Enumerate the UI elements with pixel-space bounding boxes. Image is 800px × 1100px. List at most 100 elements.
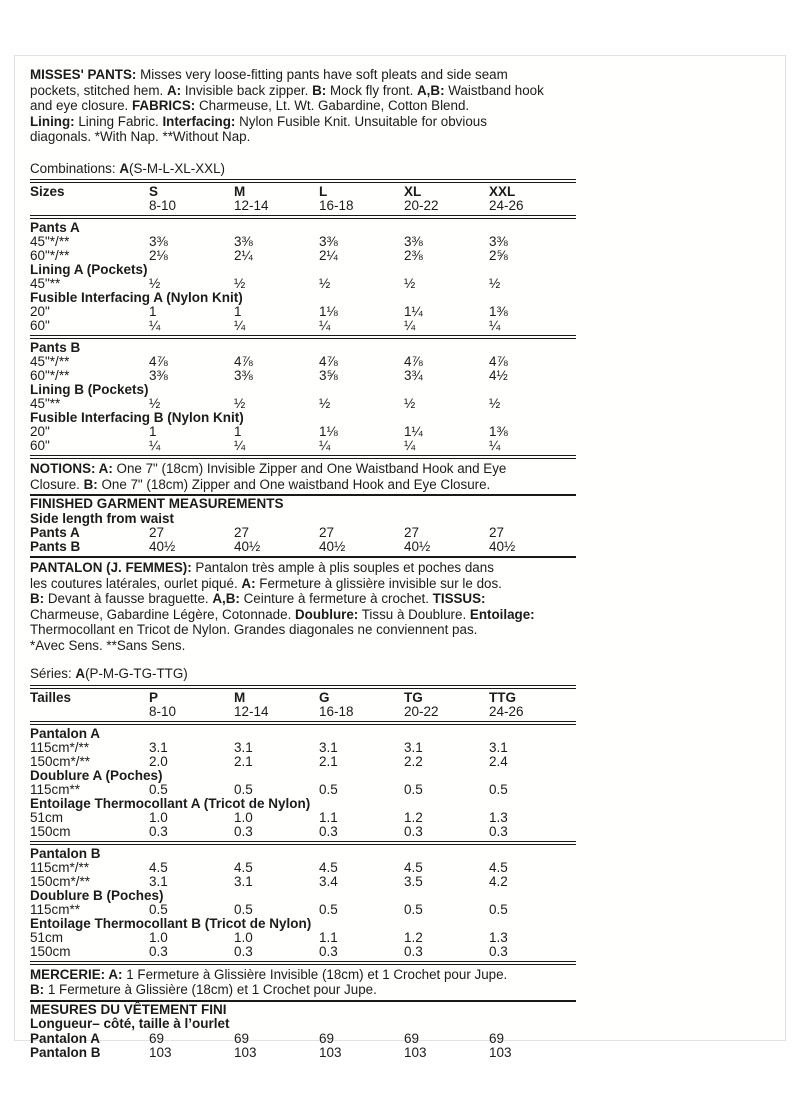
- table-cell: 2.1: [319, 753, 338, 769]
- bold-text-run: MERCERIE: A:: [30, 966, 123, 982]
- row-label: [30, 199, 149, 213]
- table-row: 8-10 12-14 16-18 20-22 24-26: [30, 199, 576, 213]
- table-rule: [30, 335, 576, 339]
- table-cell: 24-26: [489, 703, 524, 719]
- bold-text-run: B:: [312, 82, 327, 98]
- table-cell: 0.5: [149, 781, 168, 797]
- yardage-table-fr: Tailles P M G TG TTG 8-10 12-14 16-18 20-22 24-26 P…: [30, 684, 576, 965]
- table-cell: 103: [319, 1044, 342, 1060]
- table-cell: 40½: [404, 539, 431, 554]
- table-cell: ¼: [319, 438, 331, 453]
- table-rule: [30, 684, 576, 689]
- table-cell: 0.3: [404, 823, 423, 839]
- text-run: Invisible back zipper.: [181, 82, 313, 98]
- row-label: 115cm*/**: [30, 859, 90, 875]
- table-cell: 0.3: [404, 943, 423, 959]
- table-cell: 103: [404, 1044, 427, 1060]
- table-cell: 0.3: [489, 823, 508, 839]
- table-cell: 4.2: [489, 873, 508, 889]
- table-row: 60"*/** 3⅜ 3⅜ 3⅝ 3¾ 4½: [30, 369, 576, 383]
- finished-measurements-subtitle: Side length from waist: [30, 510, 175, 526]
- row-label: 20": [30, 304, 50, 319]
- section-label: Pants A: [30, 220, 80, 235]
- table-cell: 1.3: [489, 929, 508, 945]
- table-cell: 3.1: [149, 739, 168, 755]
- table-cell: ½: [234, 396, 246, 411]
- table-cell: 8-10: [149, 198, 177, 213]
- bold-text-run: A:: [241, 575, 256, 591]
- table-cell: 3.4: [319, 873, 338, 889]
- sheet-content: MISSES' PANTS: Misses very loose-fitting…: [30, 67, 576, 1060]
- table-cell: 3.1: [234, 873, 253, 889]
- table-cell: 2.4: [489, 753, 508, 769]
- row-label: 45"*/**: [30, 354, 70, 369]
- table-cell: 0.5: [234, 901, 253, 917]
- table-cell: 3.5: [404, 873, 423, 889]
- table-row: 45"** ½ ½ ½ ½ ½: [30, 277, 576, 291]
- table-cell: 1⅜: [489, 424, 508, 439]
- table-cell: 27: [489, 525, 505, 540]
- table-cell: 1¼: [404, 304, 423, 319]
- table-rule: [30, 960, 576, 965]
- bold-text-run: Lining:: [30, 113, 75, 129]
- table-row: 20" 1 1 1⅛ 1¼ 1⅜: [30, 305, 576, 319]
- table-section-row: Pantalon B: [30, 846, 576, 861]
- text-run: Combinations:: [30, 160, 120, 176]
- row-label: 45"**: [30, 396, 61, 411]
- table-cell: 1.2: [404, 809, 423, 825]
- row-label: 150cm: [30, 943, 71, 959]
- table-cell: 2.2: [404, 753, 423, 769]
- text-run: Thermocollant en Tricot de Nylon. Grande…: [30, 622, 478, 653]
- table-cell: 103: [489, 1044, 512, 1060]
- table-cell: 1⅛: [319, 304, 338, 319]
- row-label: 150cm: [30, 823, 71, 839]
- section-label: Fusible Interfacing A (Nylon Knit): [30, 290, 243, 305]
- table-cell: ¼: [149, 318, 161, 333]
- table-cell: 3⅜: [149, 368, 168, 383]
- table-cell: XXL: [489, 184, 516, 199]
- table-cell: 0.3: [234, 823, 253, 839]
- row-label: Pantalon A: [30, 1030, 101, 1046]
- text-run: Devant à fausse braguette.: [44, 591, 213, 606]
- table-cell: 0.5: [319, 901, 338, 917]
- table-cell: 16-18: [319, 198, 354, 213]
- finished-measurements-title: FINISHED GARMENT MEASUREMENTS: [30, 496, 284, 511]
- table-row: 150cm*/** 2.0 2.1 2.1 2.2 2.4: [30, 753, 576, 769]
- table-row: 51cm 1.0 1.0 1.1 1.2 1.3: [30, 929, 576, 945]
- table-row: Pants B 40½ 40½ 40½ 40½ 40½: [30, 540, 576, 554]
- table-cell: 1.0: [149, 929, 168, 945]
- pattern-sheet: MISSES' PANTS: Misses very loose-fitting…: [14, 55, 786, 1059]
- table-cell: ¼: [234, 438, 246, 453]
- row-label: [30, 705, 149, 719]
- table-cell: ½: [149, 276, 161, 291]
- row-label: 60"*/**: [30, 248, 70, 263]
- text-run: Charmeuse, Lt. Wt. Gabardine, Cotton Ble…: [198, 98, 470, 113]
- table-cell: 1.3: [489, 809, 508, 825]
- table-cell: 3⅜: [489, 234, 508, 249]
- bold-text-run: A:: [166, 82, 182, 98]
- table-cell: 3.1: [404, 739, 423, 755]
- table-cell: 40½: [319, 539, 346, 554]
- table-section-row: Doublure B (Poches): [30, 888, 576, 903]
- bold-text-run: A,B:: [212, 591, 240, 606]
- table-cell: 40½: [149, 539, 176, 554]
- table-row: 115cm** 0.5 0.5 0.5 0.5 0.5: [30, 781, 576, 797]
- table-cell: 4⅞: [149, 354, 168, 369]
- row-label: Pants B: [30, 539, 81, 554]
- table-cell: 1: [234, 304, 242, 319]
- series-line: Séries: A(P-M-G-TG-TTG): [30, 666, 576, 682]
- table-cell: 3⅜: [234, 234, 253, 249]
- row-label: 115cm**: [30, 901, 81, 917]
- table-section-row: Entoilage Thermocollant B (Tricot de Nyl…: [30, 916, 576, 931]
- table-row: 150cm*/** 3.1 3.1 3.4 3.5 4.2: [30, 873, 576, 889]
- table-cell: 1¼: [404, 424, 423, 439]
- table-section-row: Pants A: [30, 221, 576, 235]
- table-cell: TG: [404, 689, 423, 705]
- table-cell: 4.5: [404, 859, 423, 875]
- text-run: Pantalon très ample à plis souples et po…: [30, 560, 494, 591]
- table-cell: G: [319, 689, 330, 705]
- table-cell: 20-22: [404, 198, 439, 213]
- table-rule: [30, 455, 576, 459]
- table-cell: 3.1: [489, 739, 508, 755]
